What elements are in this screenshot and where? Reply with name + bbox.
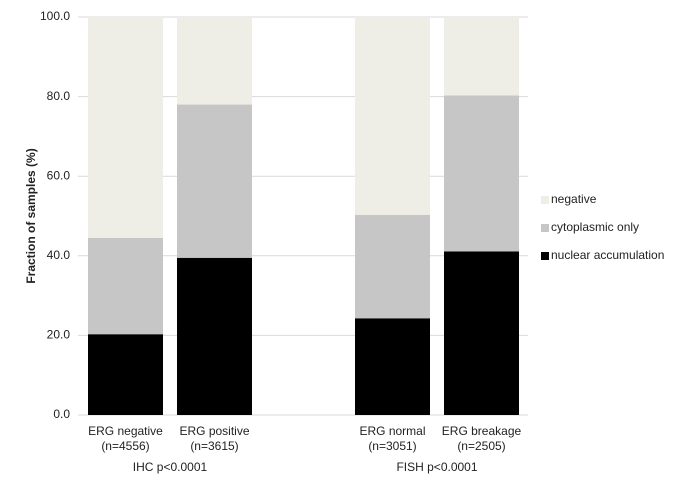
x-tick-label: (n=3615) — [190, 439, 238, 453]
bar-segment — [355, 214, 430, 319]
bar-segment — [88, 17, 163, 238]
bar-segment — [88, 237, 163, 335]
bar-segment — [355, 17, 430, 215]
bar-segment — [177, 17, 252, 105]
legend-label: nuclear accumulation — [551, 248, 664, 262]
bar-segment — [444, 17, 519, 96]
y-tick-label: 40.0 — [47, 248, 71, 262]
legend-swatch — [541, 196, 549, 204]
legend-label: cytoplasmic only — [551, 220, 639, 234]
x-tick-label: ERG positive — [179, 424, 249, 438]
bar-segment — [88, 334, 163, 415]
bar-segment — [444, 251, 519, 415]
y-tick-label: 20.0 — [47, 328, 71, 342]
x-tick-label: ERG normal — [359, 424, 425, 438]
legend-swatch — [541, 224, 549, 232]
y-tick-label: 80.0 — [47, 89, 71, 103]
y-tick-label: 0.0 — [53, 407, 70, 421]
x-tick-label: (n=2505) — [457, 439, 505, 453]
x-tick-label: (n=4556) — [101, 439, 149, 453]
x-tick-label: (n=3051) — [368, 439, 416, 453]
legend-label: negative — [551, 192, 597, 206]
group-label: IHC p<0.0001 — [133, 460, 208, 474]
y-tick-label: 60.0 — [47, 168, 71, 182]
group-label: FISH p<0.0001 — [396, 460, 477, 474]
bar-segment — [355, 318, 430, 415]
x-tick-label: ERG breakage — [442, 424, 522, 438]
legend-swatch — [541, 252, 549, 260]
bar-segment — [177, 257, 252, 415]
bar-segment — [444, 95, 519, 252]
y-axis-label: Fraction of samples (%) — [24, 148, 38, 283]
y-tick-label: 100.0 — [40, 9, 70, 23]
x-tick-label: ERG negative — [88, 424, 163, 438]
bar-segment — [177, 104, 252, 258]
